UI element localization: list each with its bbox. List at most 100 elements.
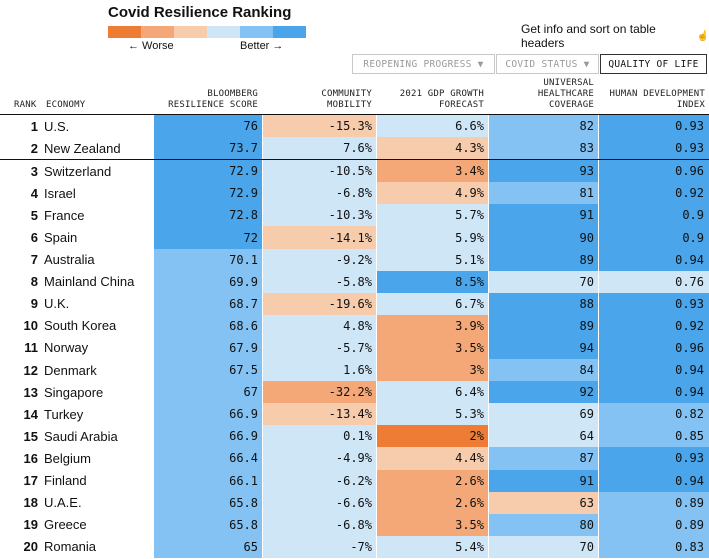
score-cell: 66.4 (154, 447, 262, 470)
mobility-cell: -6.6% (263, 491, 376, 514)
health-cell: 64 (489, 425, 598, 448)
mobility-cell: -6.8% (263, 182, 376, 205)
gdp-cell: 4.4% (377, 447, 488, 470)
hdi-cell: 0.96 (599, 336, 709, 360)
table-row[interactable]: 16 Belgium 66.4 -4.9% 4.4% 87 0.93 (0, 447, 709, 470)
economy-cell: Belgium (44, 450, 91, 466)
table-row[interactable]: 7 Australia 70.1 -9.2% 5.1% 89 0.94 (0, 248, 709, 271)
score-cell: 73.7 (154, 137, 262, 160)
hdi-cell: 0.82 (599, 403, 709, 426)
mobility-cell: -14.1% (263, 226, 376, 249)
rank-cell: 20 (23, 539, 38, 555)
table-row[interactable]: 12 Denmark 67.5 1.6% 3% 84 0.94 (0, 359, 709, 382)
rank-cell: 15 (23, 428, 38, 444)
column-header-gdp[interactable]: 2021 GDP GROWTH FORECAST (399, 89, 484, 110)
legend-swatch (141, 26, 174, 38)
score-cell: 67 (154, 381, 262, 404)
mobility-cell: 1.6% (263, 359, 376, 382)
health-cell: 70 (489, 270, 598, 293)
hdi-cell: 0.92 (599, 182, 709, 205)
health-cell: 91 (489, 469, 598, 492)
health-cell: 69 (489, 403, 598, 426)
gdp-cell: 6.7% (377, 292, 488, 315)
hdi-cell: 0.93 (599, 115, 709, 138)
score-cell: 66.9 (154, 403, 262, 426)
table-row[interactable]: 10 South Korea 68.6 4.8% 3.9% 89 0.92 (0, 314, 709, 337)
legend-swatch (273, 26, 306, 38)
table-row[interactable]: 1 U.S. 76 -15.3% 6.6% 82 0.93 (0, 115, 709, 138)
table-row[interactable]: 8 Mainland China 69.9 -5.8% 8.5% 70 0.76 (0, 270, 709, 293)
rank-cell: 5 (30, 207, 38, 223)
table-row[interactable]: 15 Saudi Arabia 66.9 0.1% 2% 64 0.85 (0, 425, 709, 448)
gdp-cell: 2.6% (377, 491, 488, 514)
rank-cell: 13 (23, 384, 38, 400)
sort-hint-text: Get info and sort on table headers (521, 22, 656, 50)
score-cell: 65.8 (154, 491, 262, 514)
score-cell: 76 (154, 115, 262, 138)
header-divider (0, 114, 709, 115)
score-cell: 72.9 (154, 160, 262, 183)
table-row[interactable]: 13 Singapore 67 -32.2% 6.4% 92 0.94 (0, 381, 709, 404)
score-cell: 65 (154, 535, 262, 558)
health-cell: 63 (489, 491, 598, 514)
table-row[interactable]: 20 Romania 65 -7% 5.4% 70 0.83 (0, 535, 709, 558)
table-row[interactable]: 3 Switzerland 72.9 -10.5% 3.4% 93 0.96 (0, 160, 709, 183)
table-row[interactable]: 11 Norway 67.9 -5.7% 3.5% 94 0.96 (0, 336, 709, 360)
economy-cell: Australia (44, 252, 95, 268)
economy-cell: Israel (44, 185, 76, 201)
rank-cell: 18 (23, 495, 38, 511)
economy-cell: U.K. (44, 296, 70, 312)
mobility-cell: -6.8% (263, 513, 376, 536)
table-row[interactable]: 14 Turkey 66.9 -13.4% 5.3% 69 0.82 (0, 403, 709, 426)
economy-cell: U.S. (44, 118, 70, 134)
table-row[interactable]: 4 Israel 72.9 -6.8% 4.9% 81 0.92 (0, 182, 709, 205)
mobility-cell: -15.3% (263, 115, 376, 138)
hdi-cell: 0.93 (599, 447, 709, 470)
rank-cell: 14 (23, 406, 38, 422)
rank-cell: 1 (30, 118, 38, 134)
rank-cell: 16 (23, 450, 38, 466)
column-header-healthcare[interactable]: UNIVERSAL HEALTHCARE COVERAGE (537, 78, 594, 110)
rank-cell: 6 (30, 230, 38, 246)
health-cell: 87 (489, 447, 598, 470)
column-header-hdi[interactable]: HUMAN DEVELOPMENT INDEX (609, 89, 705, 110)
hdi-cell: 0.89 (599, 491, 709, 514)
mobility-cell: -32.2% (263, 381, 376, 404)
tab-covid-status[interactable]: COVID STATUS ▼ (496, 54, 599, 74)
rank-cell: 19 (23, 517, 38, 533)
gdp-cell: 6.4% (377, 381, 488, 404)
score-cell: 72.9 (154, 182, 262, 205)
rank-cell: 8 (30, 274, 38, 290)
table-row[interactable]: 19 Greece 65.8 -6.8% 3.5% 80 0.89 (0, 513, 709, 536)
column-header-rank[interactable]: RANK (14, 100, 37, 110)
health-cell: 89 (489, 248, 598, 271)
column-header-mobility[interactable]: COMMUNITY MOBILITY (321, 89, 372, 110)
legend-swatch (174, 26, 207, 38)
mobility-cell: -9.2% (263, 248, 376, 271)
score-cell: 66.1 (154, 469, 262, 492)
rank-cell: 11 (24, 340, 38, 356)
score-cell: 68.7 (154, 292, 262, 315)
score-cell: 67.9 (154, 336, 262, 360)
tab-quality-of-life[interactable]: QUALITY OF LIFE (600, 54, 707, 74)
tab-reopening-progress[interactable]: REOPENING PROGRESS ▼ (352, 54, 495, 74)
table-row[interactable]: 18 U.A.E. 65.8 -6.6% 2.6% 63 0.89 (0, 491, 709, 514)
table-row[interactable]: 6 Spain 72 -14.1% 5.9% 90 0.9 (0, 226, 709, 249)
mobility-cell: -6.2% (263, 469, 376, 492)
hdi-cell: 0.93 (599, 292, 709, 315)
mobility-cell: -5.7% (263, 336, 376, 360)
mobility-cell: -10.3% (263, 204, 376, 227)
table-row[interactable]: 17 Finland 66.1 -6.2% 2.6% 91 0.94 (0, 469, 709, 492)
gdp-cell: 5.9% (377, 226, 488, 249)
health-cell: 89 (489, 314, 598, 337)
table-row[interactable]: 2 New Zealand 73.7 7.6% 4.3% 83 0.93 (0, 137, 709, 161)
economy-cell: Finland (44, 473, 87, 489)
table-row[interactable]: 9 U.K. 68.7 -19.6% 6.7% 88 0.93 (0, 292, 709, 315)
column-header-score[interactable]: BLOOMBERG RESILIENCE SCORE (168, 89, 258, 110)
economy-cell: South Korea (44, 318, 117, 334)
column-header-economy[interactable]: ECONOMY (46, 100, 86, 110)
health-cell: 83 (489, 137, 598, 160)
hdi-cell: 0.94 (599, 469, 709, 492)
sort-hint: Get info and sort on table headers ☝ (521, 22, 709, 50)
table-row[interactable]: 5 France 72.8 -10.3% 5.7% 91 0.9 (0, 204, 709, 227)
